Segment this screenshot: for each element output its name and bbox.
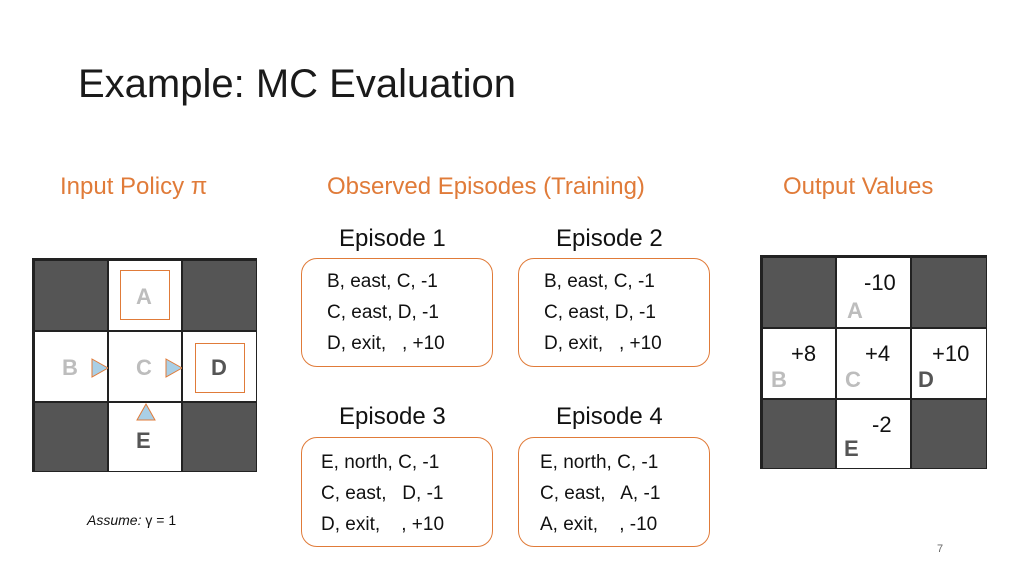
episode-2-box: B, east, C, -1 C, east, D, -1 D, exit, ,… <box>518 258 710 367</box>
state-label-e: E <box>844 436 859 461</box>
exit-box-d <box>195 343 245 393</box>
episode-4-step: C, east, A, -1 <box>540 483 661 504</box>
episode-3-box: E, north, C, -1 C, east, D, -1 D, exit, … <box>301 437 493 547</box>
state-label-d: D <box>918 367 934 392</box>
state-label-c: C <box>136 355 152 380</box>
state-label-a: A <box>136 284 152 309</box>
episode-4-title: Episode 4 <box>556 403 663 430</box>
observed-episodes-heading: Observed Episodes (Training) <box>327 173 645 200</box>
episode-2-title: Episode 2 <box>556 225 663 252</box>
episode-1-title: Episode 1 <box>339 225 446 252</box>
state-label-a: A <box>847 298 863 323</box>
episode-1-box: B, east, C, -1 C, east, D, -1 D, exit, ,… <box>301 258 493 367</box>
policy-cell-wall <box>182 260 257 331</box>
exit-box-a <box>120 270 170 320</box>
arrow-east-icon <box>165 358 183 378</box>
state-label-e: E <box>136 428 151 453</box>
output-cell-c: +4 C <box>836 328 911 399</box>
policy-cell-d: D <box>182 331 257 402</box>
state-label-b: B <box>62 355 78 380</box>
policy-grid: A B C D E <box>32 258 257 472</box>
policy-cell-wall <box>34 402 108 472</box>
arrow-north-icon <box>136 403 156 421</box>
value-a: -10 <box>864 270 896 295</box>
output-cell-wall <box>911 399 987 469</box>
policy-cell-wall <box>182 402 257 472</box>
episode-3-step: C, east, D, -1 <box>321 483 444 504</box>
episode-2-step: C, east, D, -1 <box>544 302 656 323</box>
arrow-east-icon <box>91 358 109 378</box>
episode-3-step: D, exit, , +10 <box>321 514 445 535</box>
output-values-grid: -10 A +8 B +4 C +10 D -2 E <box>760 255 987 469</box>
policy-cell-wall <box>34 260 108 331</box>
gamma-value: γ = 1 <box>145 512 177 528</box>
episode-4-step: A, exit, , -10 <box>540 514 658 535</box>
episode-1-step: C, east, D, -1 <box>327 302 439 323</box>
state-label-d: D <box>211 355 227 380</box>
value-e: -2 <box>872 412 892 437</box>
value-b: +8 <box>791 341 817 366</box>
output-cell-d: +10 D <box>911 328 987 399</box>
output-cell-b: +8 B <box>762 328 836 399</box>
value-c: +4 <box>865 341 891 366</box>
state-label-b: B <box>771 367 787 392</box>
value-d: +10 <box>932 341 970 366</box>
policy-cell-e: E <box>108 402 182 472</box>
episode-2-step: D, exit, , +10 <box>544 333 662 354</box>
episode-3-title: Episode 3 <box>339 403 446 430</box>
policy-cell-b: B <box>34 331 109 402</box>
output-cell-wall <box>762 257 836 328</box>
slide-title: Example: MC Evaluation <box>78 62 516 106</box>
episode-2-step: B, east, C, -1 <box>544 271 655 292</box>
policy-cell-c: C <box>108 331 183 402</box>
input-policy-heading: Input Policy π <box>60 173 208 200</box>
output-cell-e: -2 E <box>836 399 911 469</box>
episode-3-step: E, north, C, -1 <box>321 452 440 473</box>
episode-4-box: E, north, C, -1 C, east, A, -1 A, exit, … <box>518 437 710 547</box>
episode-4-step: E, north, C, -1 <box>540 452 659 473</box>
output-cell-wall <box>911 257 987 328</box>
output-cell-wall <box>762 399 836 469</box>
output-cell-a: -10 A <box>836 257 911 328</box>
output-values-heading: Output Values <box>783 173 934 200</box>
policy-cell-a: A <box>108 260 182 331</box>
assume-label: Assume: <box>87 512 142 528</box>
state-label-c: C <box>845 367 861 392</box>
page-number: 7 <box>937 543 944 555</box>
episode-1-step: D, exit, , +10 <box>327 333 445 354</box>
assume-note: Assume: γ = 1 <box>87 512 176 528</box>
episode-1-step: B, east, C, -1 <box>327 271 438 292</box>
